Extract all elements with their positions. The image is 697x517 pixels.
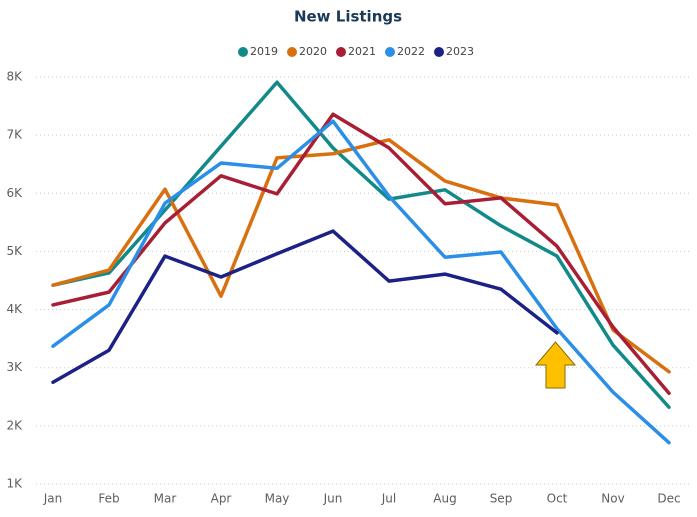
y-tick-label: 8K xyxy=(6,70,23,84)
x-tick-label: Jun xyxy=(323,492,343,506)
legend-marker xyxy=(434,47,444,57)
lines xyxy=(51,80,671,445)
y-tick-label: 3K xyxy=(6,360,23,374)
x-tick-label: May xyxy=(265,492,290,506)
legend-label: 2022 xyxy=(397,45,425,58)
x-tick-label: Sep xyxy=(490,492,513,506)
y-tick-label: 6K xyxy=(6,186,23,200)
legend-label: 2019 xyxy=(250,45,278,58)
legend-label: 2020 xyxy=(299,45,327,58)
x-tick-label: Jul xyxy=(381,492,396,506)
legend-marker xyxy=(238,47,248,57)
y-tick-label: 7K xyxy=(6,128,23,142)
legend-marker xyxy=(287,47,297,57)
legend-marker xyxy=(336,47,346,57)
x-tick-label: Nov xyxy=(601,492,624,506)
legend-label: 2023 xyxy=(446,45,474,58)
grid xyxy=(36,76,690,485)
arrow-annotation xyxy=(534,341,577,389)
x-tick-label: Aug xyxy=(433,492,456,506)
y-tick-label: 5K xyxy=(6,244,23,258)
y-tick-label: 2K xyxy=(6,418,23,432)
y-tick-label: 1K xyxy=(6,477,23,491)
y-tick-label: 4K xyxy=(6,302,23,316)
series-line xyxy=(51,138,671,374)
legend-marker xyxy=(385,47,395,57)
series-line xyxy=(51,229,559,384)
x-tick-label: Feb xyxy=(98,492,119,506)
series-line xyxy=(51,112,671,396)
x-tick-label: Mar xyxy=(154,492,177,506)
x-tick-label: Apr xyxy=(211,492,232,506)
x-tick-label: Dec xyxy=(657,492,680,506)
chart-title: New Listings xyxy=(294,8,402,26)
x-tick-label: Oct xyxy=(547,492,568,506)
x-tick-label: Jan xyxy=(43,492,63,506)
series-line xyxy=(51,119,671,445)
legend-label: 2021 xyxy=(348,45,376,58)
